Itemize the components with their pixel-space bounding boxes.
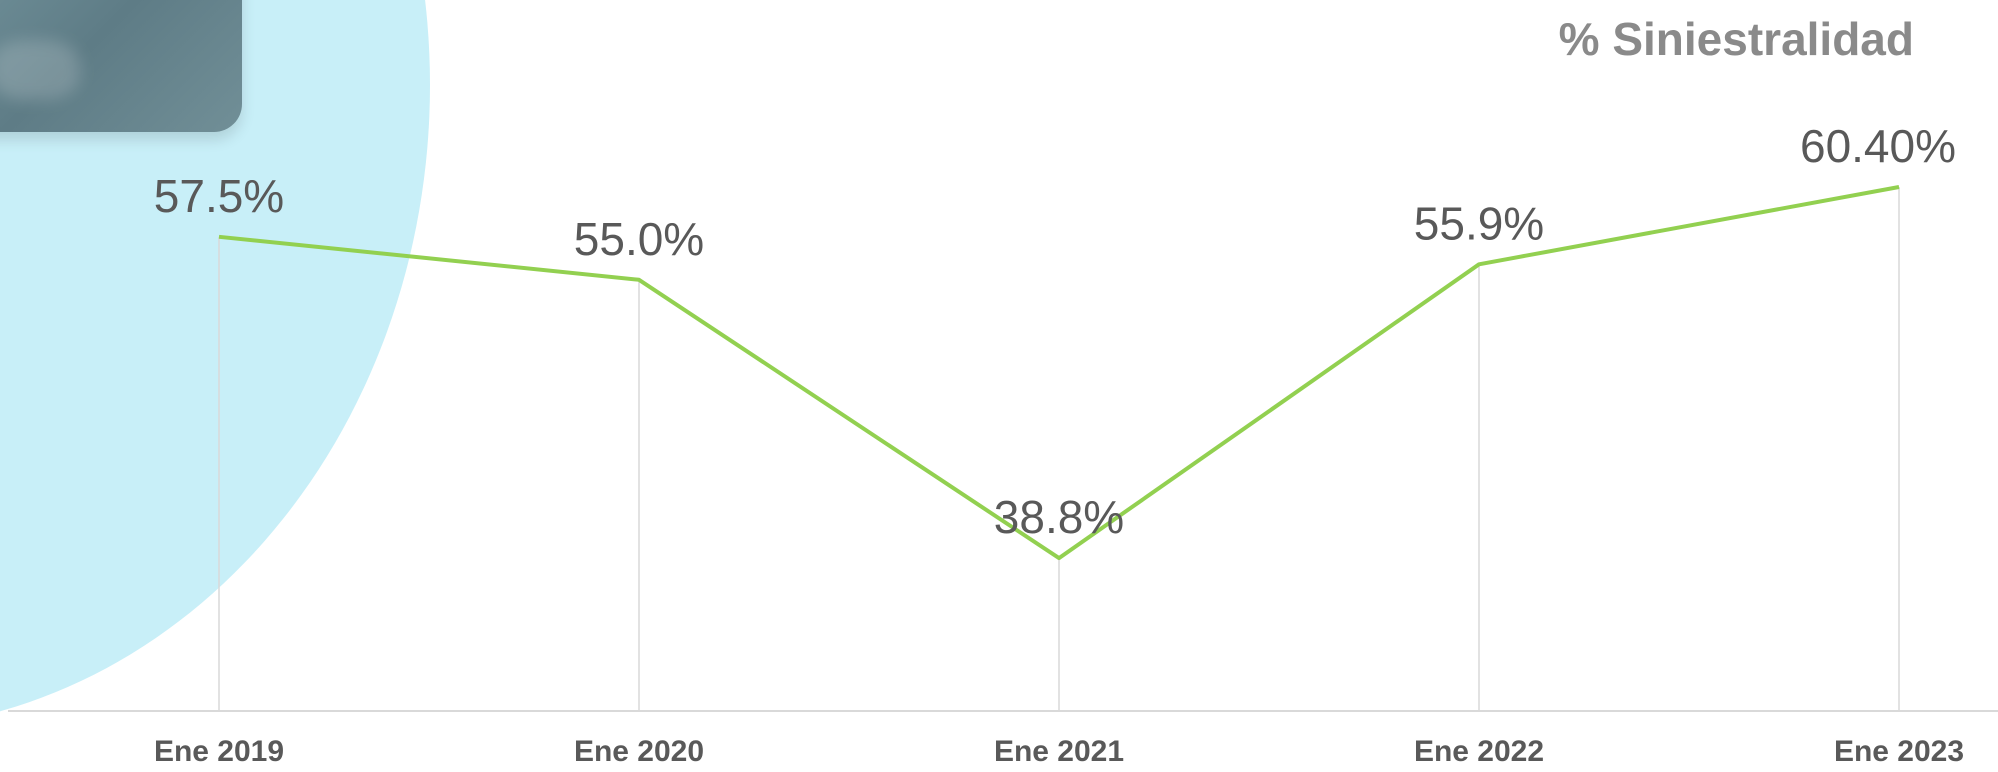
x-tick-label: Ene 2019 bbox=[154, 735, 284, 768]
chart-title: % Siniestralidad bbox=[1558, 13, 1914, 65]
data-label: 60.40% bbox=[1800, 120, 1956, 172]
decorative-photo bbox=[0, 0, 242, 132]
drop-lines bbox=[218, 187, 1900, 711]
x-tick-labels: Ene 2019 Ene 2020 Ene 2021 Ene 2022 Ene 2023 bbox=[154, 735, 1964, 768]
data-label: 55.0% bbox=[574, 213, 704, 265]
x-tick-label: Ene 2021 bbox=[994, 735, 1124, 768]
data-label: 38.8% bbox=[994, 491, 1124, 543]
x-tick-label: Ene 2020 bbox=[574, 735, 704, 768]
series-line bbox=[218, 185, 1900, 561]
data-labels: 57.5% 55.0% 38.8% 55.9% 60.40% bbox=[154, 120, 1956, 543]
x-tick-label: Ene 2023 bbox=[1834, 735, 1964, 768]
data-label: 57.5% bbox=[154, 170, 284, 222]
x-tick-label: Ene 2022 bbox=[1414, 735, 1544, 768]
data-label: 55.9% bbox=[1414, 197, 1544, 249]
